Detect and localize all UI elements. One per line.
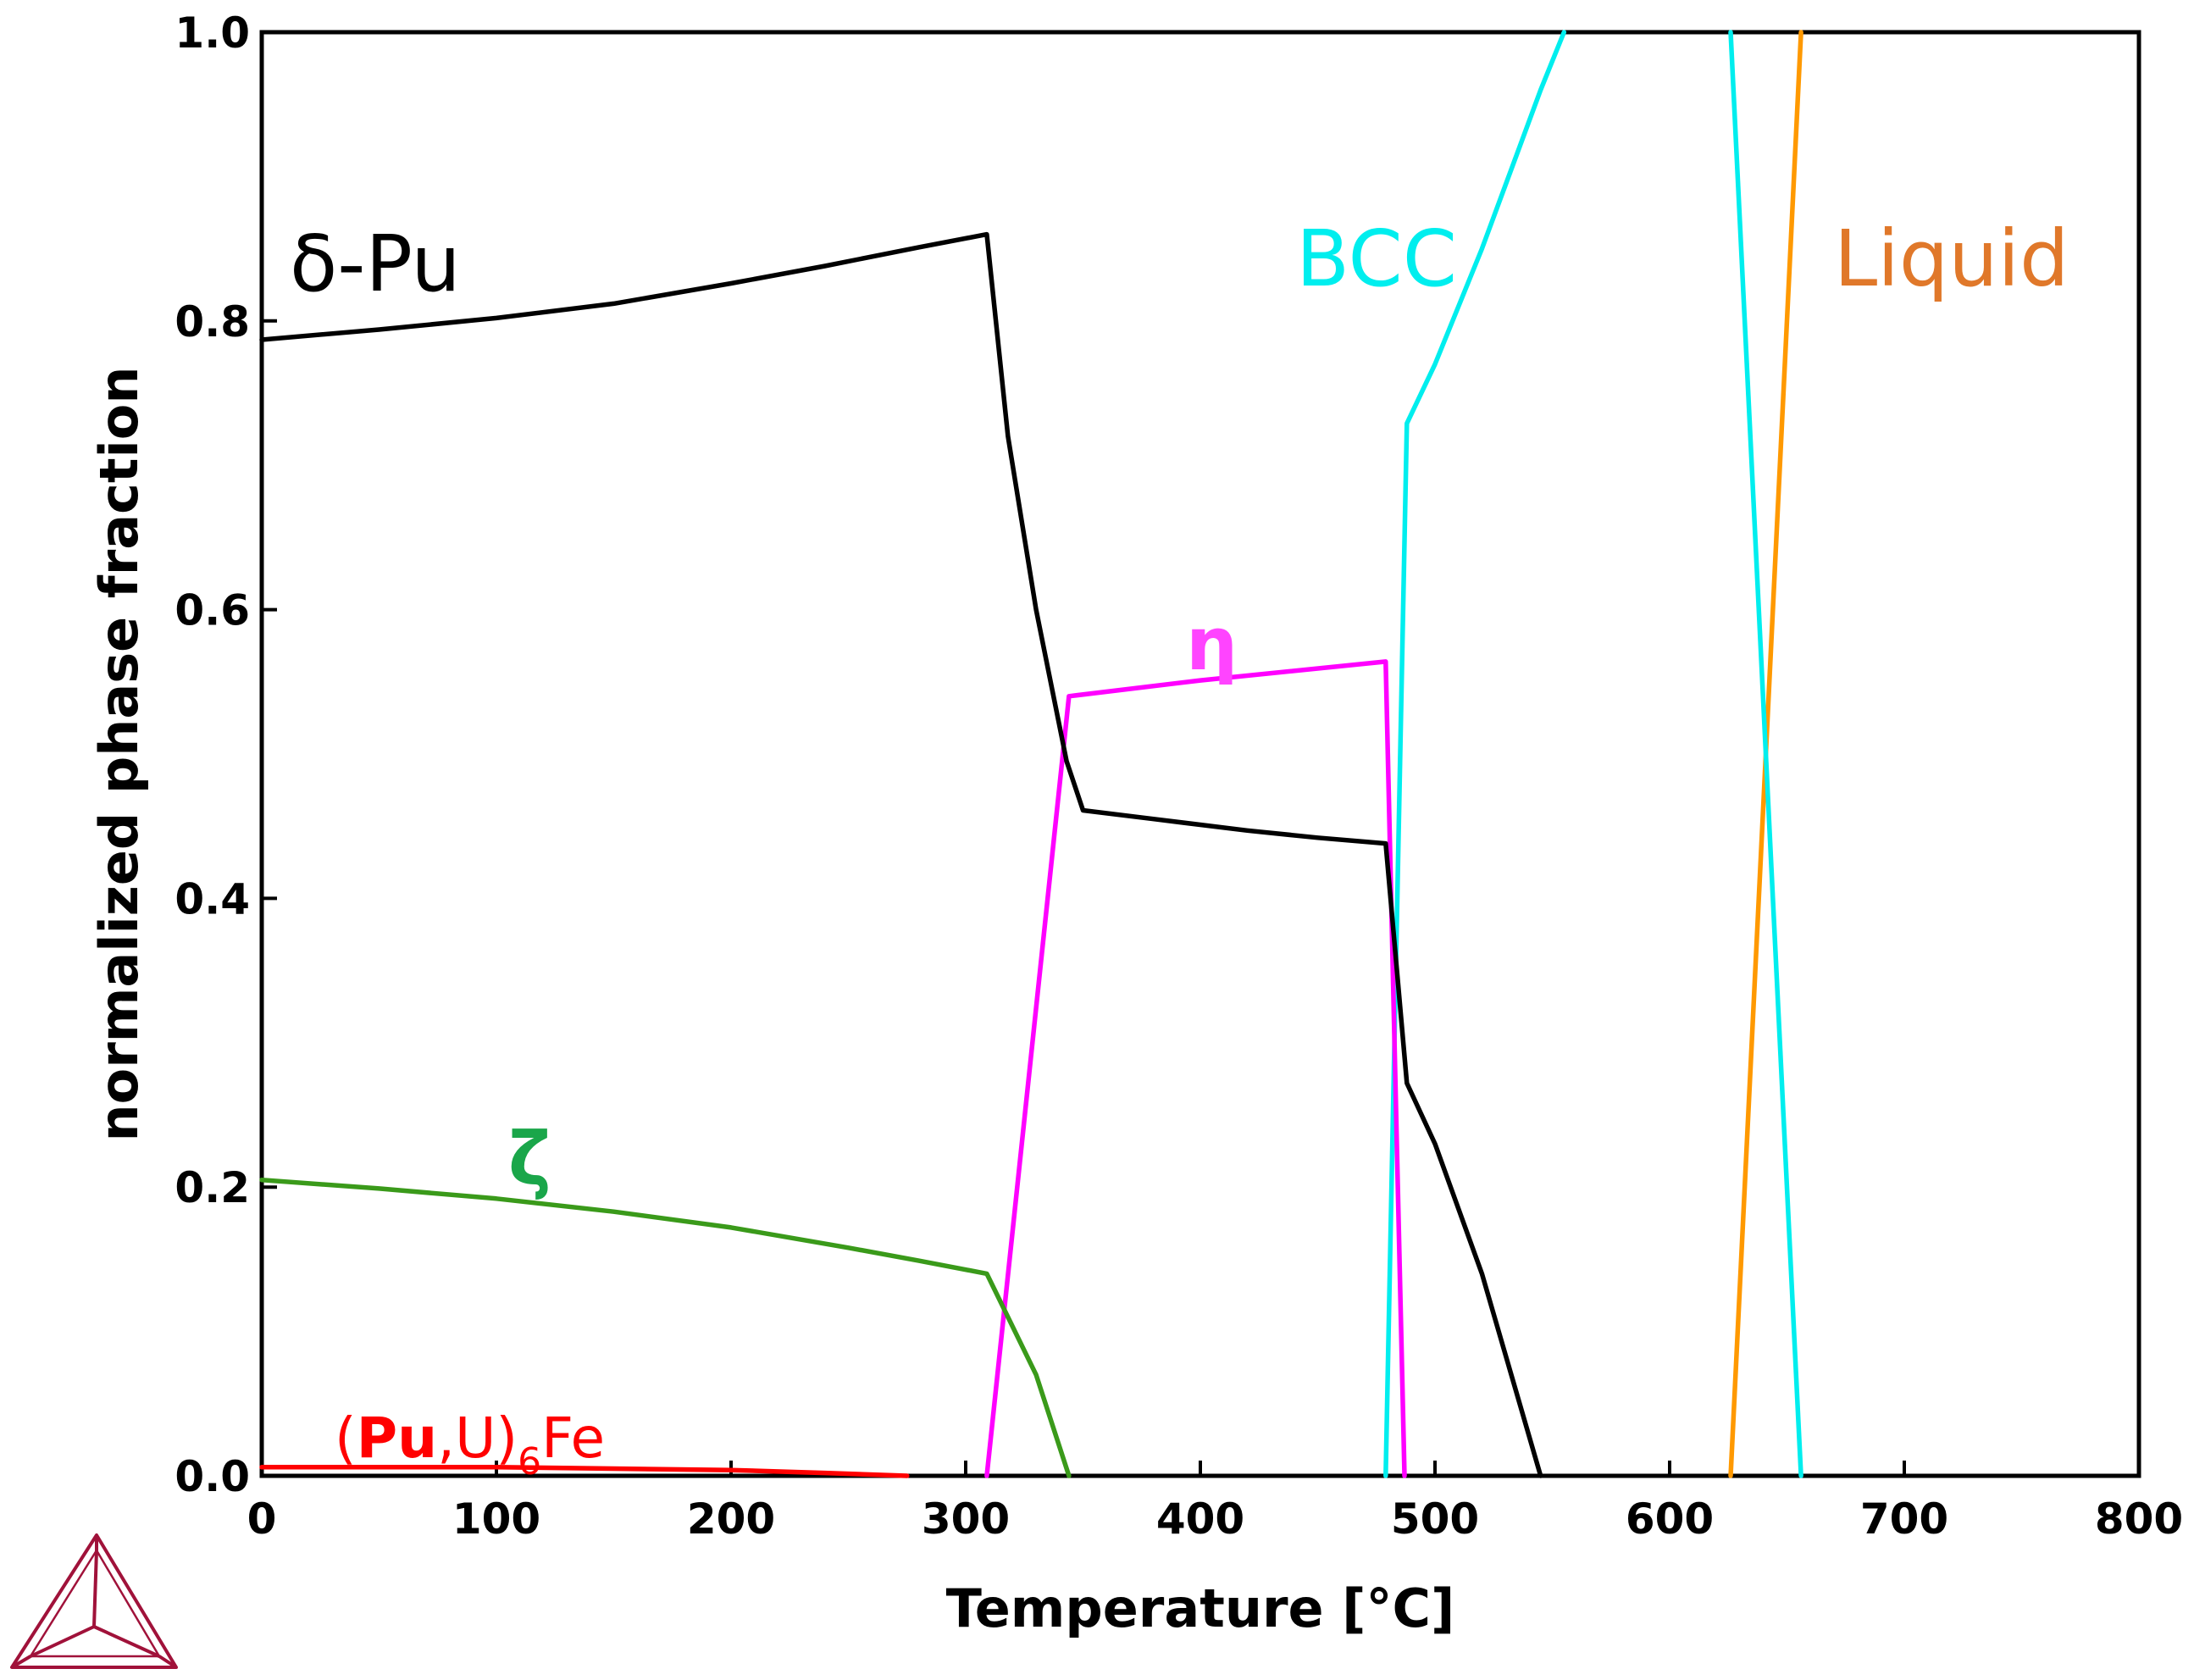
y-tick-label: 0.0 [175,1452,250,1501]
y-tick-label: 0.6 [175,586,250,635]
triangle-logo-icon [10,1533,178,1669]
y-tick-label: 0.2 [175,1163,250,1212]
x-tick-label: 700 [1860,1494,1948,1544]
y-axis-tick-labels: 0.0 0.2 0.4 0.6 0.8 1.0 [175,8,250,1501]
series-line-bcc-high [1728,30,1803,1478]
series-line-delta-pu [259,231,1543,1478]
x-tick-label: 0 [247,1494,277,1544]
y-tick-label: 0.8 [175,297,250,347]
y-axis-title: normalized phase fraction [88,366,150,1141]
series-line-zeta [259,1177,1072,1478]
annotation-pu6fe: (Pu,U)6Fe [335,1406,605,1483]
x-tick-label: 500 [1391,1494,1479,1544]
annotation-eta: η [1186,602,1238,687]
annotation-delta-pu: δ-Pu [290,219,461,309]
x-axis-tick-labels: 0 100 200 300 400 500 600 700 800 [247,1494,2184,1544]
x-tick-label: 300 [922,1494,1010,1544]
x-tick-label: 200 [687,1494,775,1544]
series-layer [259,30,1803,1478]
x-tick-label: 600 [1626,1494,1714,1544]
x-tick-label: 800 [2095,1494,2183,1544]
annotation-liquid: Liquid [1834,213,2069,304]
y-tick-label: 0.4 [175,874,250,923]
y-axis-ticks [262,319,277,1189]
y-tick-label: 1.0 [175,8,250,58]
x-axis-ticks [495,1461,1906,1476]
series-line-eta [984,659,1407,1478]
annotation-bcc: BCC [1296,213,1457,304]
series-line-bcc [1383,30,1567,1478]
x-axis-title: Temperature [°C] [946,1577,1455,1639]
series-line-pu6fe [259,1465,910,1478]
x-tick-label: 100 [452,1494,540,1544]
annotation-zeta: ζ [508,1117,551,1202]
x-tick-label: 400 [1156,1494,1244,1544]
